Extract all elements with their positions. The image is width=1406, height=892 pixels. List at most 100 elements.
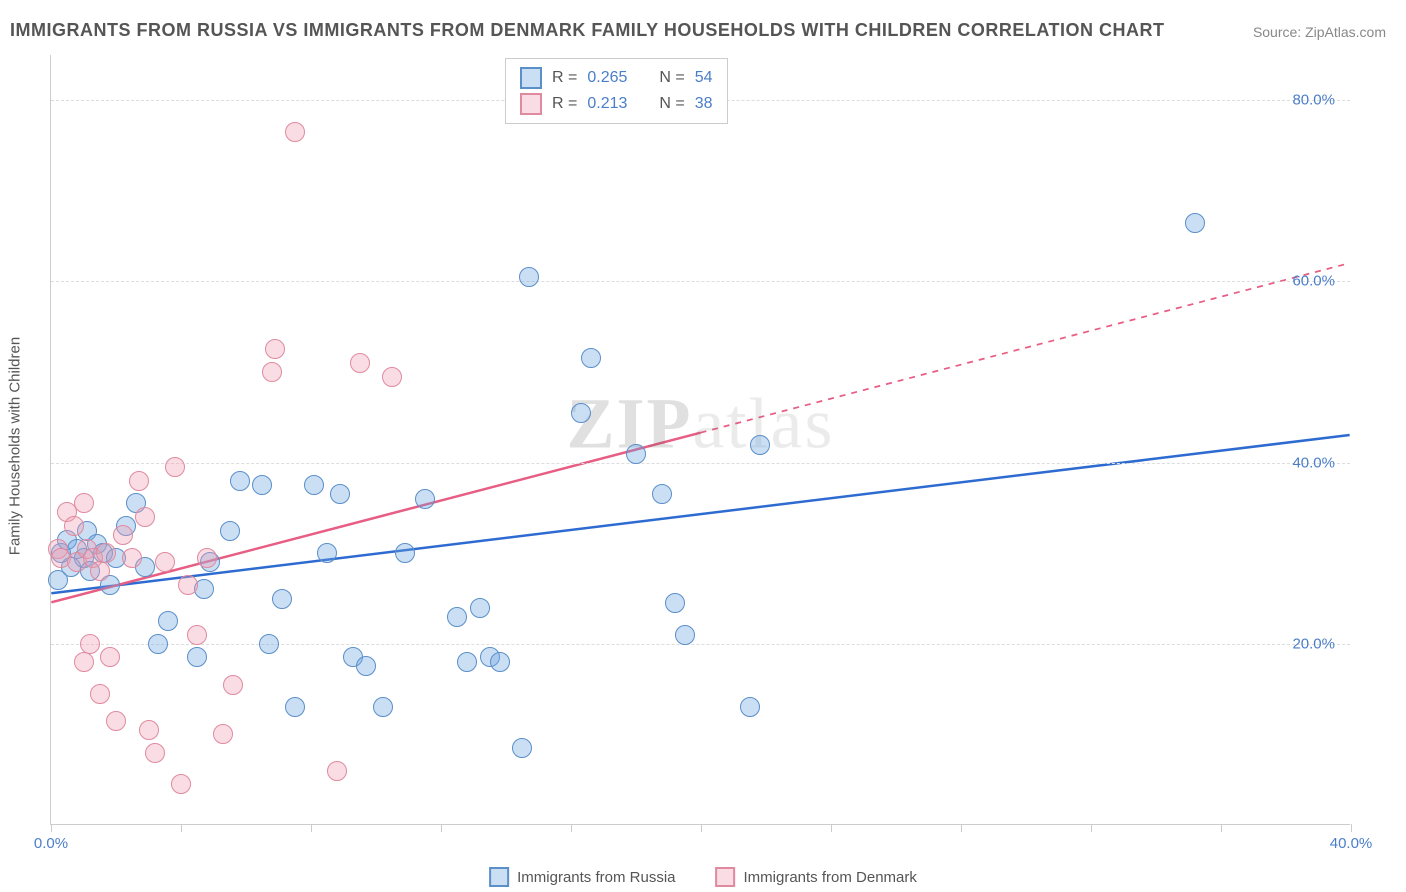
scatter-point bbox=[265, 339, 285, 359]
scatter-point bbox=[626, 444, 646, 464]
legend-swatch bbox=[716, 867, 736, 887]
scatter-point bbox=[272, 589, 292, 609]
scatter-point bbox=[447, 607, 467, 627]
stats-legend: R = 0.265 N = 54 R = 0.213 N = 38 bbox=[505, 58, 728, 124]
scatter-point bbox=[220, 521, 240, 541]
n-value: 54 bbox=[695, 69, 713, 87]
y-tick-label: 20.0% bbox=[1292, 635, 1335, 652]
scatter-point bbox=[356, 656, 376, 676]
scatter-point bbox=[96, 543, 116, 563]
legend-label: Immigrants from Russia bbox=[517, 869, 675, 886]
scatter-point bbox=[490, 652, 510, 672]
gridline-h bbox=[51, 281, 1350, 282]
legend-swatch bbox=[520, 67, 542, 89]
y-tick-label: 80.0% bbox=[1292, 92, 1335, 109]
scatter-point bbox=[259, 634, 279, 654]
y-tick-label: 40.0% bbox=[1292, 454, 1335, 471]
scatter-point bbox=[187, 625, 207, 645]
x-tick bbox=[181, 824, 182, 832]
scatter-point bbox=[1185, 213, 1205, 233]
scatter-point bbox=[330, 484, 350, 504]
scatter-point bbox=[187, 647, 207, 667]
trend-line-solid bbox=[51, 435, 1349, 593]
scatter-point bbox=[90, 561, 110, 581]
scatter-point bbox=[675, 625, 695, 645]
scatter-point bbox=[197, 548, 217, 568]
scatter-point bbox=[178, 575, 198, 595]
x-tick bbox=[1351, 824, 1352, 832]
scatter-point bbox=[148, 634, 168, 654]
gridline-h bbox=[51, 644, 1350, 645]
legend-item: Immigrants from Russia bbox=[489, 867, 675, 887]
scatter-point bbox=[285, 697, 305, 717]
scatter-point bbox=[262, 362, 282, 382]
scatter-point bbox=[213, 724, 233, 744]
scatter-point bbox=[571, 403, 591, 423]
scatter-point bbox=[470, 598, 490, 618]
scatter-point bbox=[350, 353, 370, 373]
legend-swatch bbox=[520, 93, 542, 115]
n-label: N = bbox=[659, 69, 684, 87]
scatter-point bbox=[252, 475, 272, 495]
scatter-point bbox=[113, 525, 133, 545]
scatter-point bbox=[382, 367, 402, 387]
x-tick bbox=[1221, 824, 1222, 832]
x-tick-label: 0.0% bbox=[34, 835, 68, 852]
trend-line-dashed bbox=[701, 263, 1350, 433]
x-tick bbox=[311, 824, 312, 832]
scatter-point bbox=[155, 552, 175, 572]
x-tick bbox=[831, 824, 832, 832]
scatter-point bbox=[415, 489, 435, 509]
source-attribution: Source: ZipAtlas.com bbox=[1253, 24, 1386, 40]
scatter-point bbox=[457, 652, 477, 672]
scatter-point bbox=[304, 475, 324, 495]
scatter-point bbox=[750, 435, 770, 455]
y-tick-label: 60.0% bbox=[1292, 273, 1335, 290]
scatter-point bbox=[90, 684, 110, 704]
source-label: Source: bbox=[1253, 24, 1301, 40]
scatter-point bbox=[165, 457, 185, 477]
chart-title: IMMIGRANTS FROM RUSSIA VS IMMIGRANTS FRO… bbox=[10, 20, 1164, 41]
legend-swatch bbox=[489, 867, 509, 887]
y-axis-label: Family Households with Children bbox=[7, 337, 24, 555]
scatter-point bbox=[512, 738, 532, 758]
scatter-point bbox=[665, 593, 685, 613]
scatter-point bbox=[74, 652, 94, 672]
scatter-point bbox=[74, 493, 94, 513]
x-tick bbox=[51, 824, 52, 832]
scatter-point bbox=[139, 720, 159, 740]
scatter-point bbox=[317, 543, 337, 563]
legend-label: Immigrants from Denmark bbox=[744, 869, 917, 886]
scatter-point bbox=[519, 267, 539, 287]
scatter-point bbox=[285, 122, 305, 142]
r-value: 0.265 bbox=[587, 69, 627, 87]
r-label: R = bbox=[552, 69, 577, 87]
scatter-point bbox=[652, 484, 672, 504]
n-value: 38 bbox=[695, 95, 713, 113]
n-label: N = bbox=[659, 95, 684, 113]
scatter-point bbox=[64, 516, 84, 536]
x-tick-label: 40.0% bbox=[1330, 835, 1373, 852]
scatter-point bbox=[327, 761, 347, 781]
r-label: R = bbox=[552, 95, 577, 113]
scatter-point bbox=[158, 611, 178, 631]
scatter-point bbox=[395, 543, 415, 563]
x-tick bbox=[961, 824, 962, 832]
scatter-point bbox=[122, 548, 142, 568]
stats-legend-row: R = 0.213 N = 38 bbox=[520, 91, 713, 117]
scatter-point bbox=[100, 647, 120, 667]
scatter-point bbox=[171, 774, 191, 794]
scatter-point bbox=[80, 634, 100, 654]
gridline-h bbox=[51, 463, 1350, 464]
stats-legend-row: R = 0.265 N = 54 bbox=[520, 65, 713, 91]
x-tick bbox=[571, 824, 572, 832]
source-name: ZipAtlas.com bbox=[1305, 24, 1386, 40]
x-tick bbox=[701, 824, 702, 832]
x-tick bbox=[1091, 824, 1092, 832]
r-value: 0.213 bbox=[587, 95, 627, 113]
watermark: ZIPatlas bbox=[567, 383, 835, 466]
scatter-point bbox=[223, 675, 243, 695]
scatter-point bbox=[581, 348, 601, 368]
scatter-point bbox=[740, 697, 760, 717]
legend-item: Immigrants from Denmark bbox=[716, 867, 917, 887]
